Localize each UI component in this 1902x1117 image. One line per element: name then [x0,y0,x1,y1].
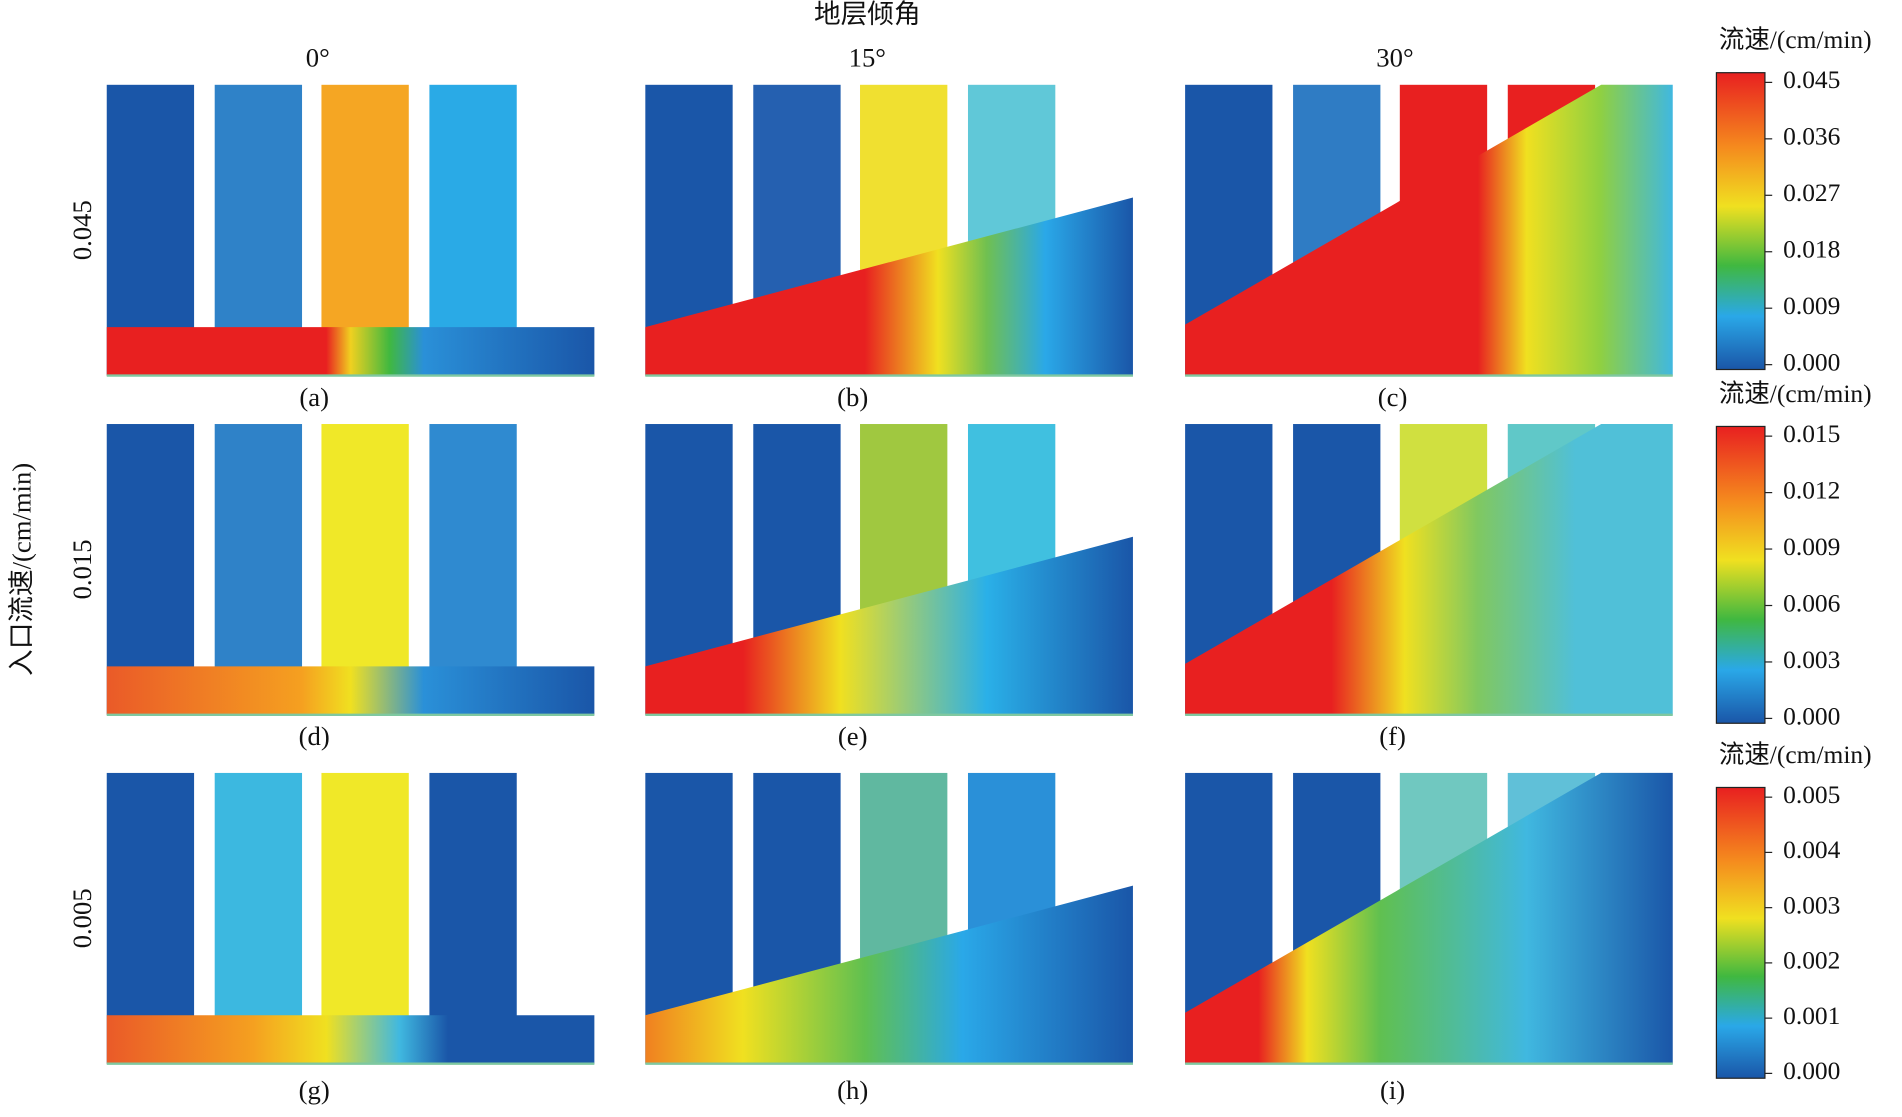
colorbar-tick-label: 0.004 [1783,835,1841,864]
pillar [214,772,303,1064]
colorbar-tick-label: 0.015 [1783,419,1840,448]
colorbar-tick-label: 0.002 [1783,946,1840,975]
flow-domain [645,536,1133,715]
column-label: 0° [306,43,330,73]
colorbar-tick-label: 0.003 [1783,891,1840,920]
colorbar-title: 流速/(cm/min) [1719,740,1872,769]
colorbar-tick-label: 0.045 [1783,65,1840,94]
flow-domain [106,327,595,376]
colorbar-tick-label: 0.006 [1783,588,1840,617]
colorbar-tick-label: 0.036 [1783,122,1840,151]
colorbar-tick-label: 0.012 [1783,475,1840,504]
colorbar-tick-label: 0.003 [1783,645,1840,674]
colorbar [1715,72,1766,371]
figure-title: 地层倾角 [814,0,921,29]
panel-label: (b) [837,382,868,412]
flow-domain [1185,772,1673,1064]
row-label: 0.015 [67,539,97,599]
colorbar-tick-label: 0.009 [1783,532,1840,561]
colorbar-tick-label: 0.005 [1783,780,1840,809]
panel-label: (d) [299,721,330,751]
panel-label: (i) [1380,1075,1405,1105]
colorbar-tick-label: 0.001 [1783,1001,1840,1030]
pillar [106,772,195,1064]
y-label: 入口流速/(cm/min) [6,463,36,676]
row-label: 0.005 [67,888,97,948]
colorbar [1715,786,1766,1079]
panel-label: (e) [838,721,868,751]
column-label: 30° [1376,43,1413,73]
colorbar-tick-label: 0.018 [1783,235,1840,264]
colorbar-title: 流速/(cm/min) [1719,379,1872,408]
colorbar-tick-label: 0.000 [1783,1056,1840,1085]
colorbar-tick-label: 0.000 [1783,701,1840,730]
panel-label: (g) [299,1075,330,1105]
panel-label: (h) [837,1075,868,1105]
flow-domain [645,197,1133,376]
colorbar-tick-label: 0.027 [1783,178,1840,207]
pillar [429,772,517,1064]
panel-label: (f) [1379,721,1406,751]
colorbar-tick-label: 0.009 [1783,291,1840,320]
flow-domain [1185,84,1673,376]
flow-domain [106,1015,595,1064]
colorbar [1715,425,1766,724]
pillar [321,772,409,1064]
flow-domain [645,885,1133,1064]
panel-label: (c) [1378,382,1408,412]
colorbar-title: 流速/(cm/min) [1719,25,1872,54]
flow-domain [1185,424,1673,715]
colorbar-tick-label: 0.000 [1783,348,1840,377]
panel-label: (a) [299,382,329,412]
row-label: 0.045 [67,200,97,260]
column-label: 15° [849,43,886,73]
flow-domain [106,666,595,715]
